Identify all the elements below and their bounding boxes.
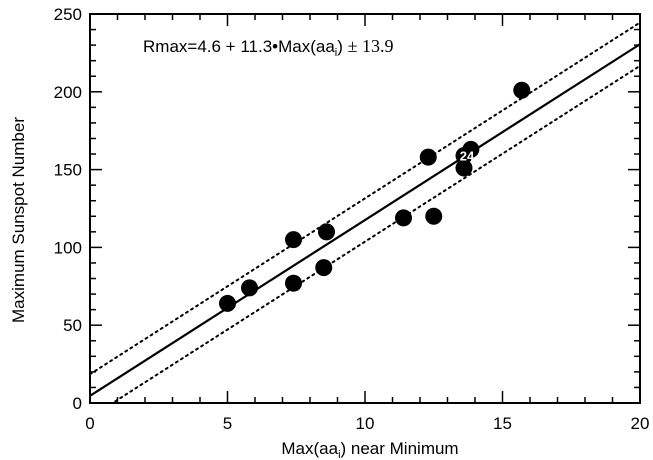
data-point <box>285 231 302 249</box>
x-tick-label: 20 <box>631 414 650 433</box>
data-point <box>219 294 236 312</box>
x-axis-title-rest: ) near Minimum <box>341 439 459 458</box>
data-points: 24 <box>219 81 531 312</box>
y-tick-label: 200 <box>54 83 82 102</box>
equation-part1: Rmax=4.6 + 11.3 <box>143 37 272 56</box>
x-tick-label: 10 <box>356 414 375 433</box>
data-point <box>419 148 437 166</box>
data-point <box>318 223 335 241</box>
fit-line <box>90 43 640 397</box>
data-point <box>513 81 531 99</box>
y-tick-label: 150 <box>54 161 82 180</box>
x-tick-label: 15 <box>493 414 512 433</box>
highlight-point <box>455 147 473 165</box>
upper-bound-line <box>90 21 640 376</box>
y-axis-title: Maximum Sunspot Number <box>9 117 28 323</box>
equation-part2: Max(aa <box>278 37 335 56</box>
y-tick-label: 50 <box>63 316 82 335</box>
equation-bullet: • <box>272 37 278 56</box>
axis-ticks <box>89 13 641 404</box>
y-tick-label: 0 <box>73 394 82 413</box>
y-tick-label: 250 <box>54 5 82 24</box>
data-point <box>455 159 473 177</box>
highlight-point-label: 24 <box>460 149 475 164</box>
x-axis-title-sub: i <box>338 449 340 460</box>
lower-bound-line <box>110 64 640 403</box>
fit-lines <box>90 21 640 403</box>
data-point <box>241 279 258 297</box>
data-point <box>315 259 333 277</box>
plot-frame <box>89 13 641 404</box>
equation-plusminus: ± 13.9 <box>348 36 394 56</box>
x-tick-label: 5 <box>223 414 232 433</box>
data-point <box>425 207 443 225</box>
x-tick-label: 0 <box>85 414 94 433</box>
y-tick-label: 100 <box>54 238 82 257</box>
data-point <box>285 274 302 292</box>
x-axis-title-main: Max(aa <box>281 439 338 458</box>
equation-subscript: i <box>335 47 337 59</box>
equation-annotation: Rmax=4.6 + 11.3•Max(aai) ± 13.9 <box>143 36 394 59</box>
data-point <box>395 209 412 227</box>
x-axis-title: Max(aai) near Minimum <box>281 439 458 460</box>
equation-part3: ) <box>337 37 347 56</box>
